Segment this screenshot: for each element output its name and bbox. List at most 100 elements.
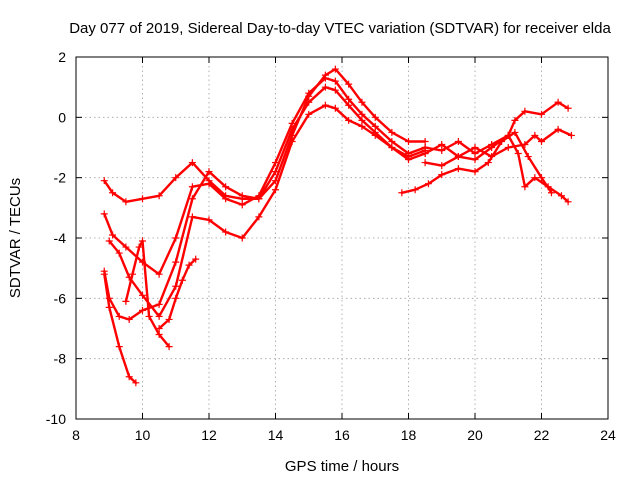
data-point — [205, 168, 213, 176]
series-line — [108, 104, 427, 318]
data-point — [139, 291, 146, 299]
data-point — [538, 137, 545, 145]
data-point — [305, 98, 313, 106]
data-point — [172, 258, 180, 266]
x-tick-label: 22 — [534, 427, 550, 443]
data-point — [438, 162, 446, 170]
data-point — [321, 101, 329, 109]
data-point — [371, 113, 379, 121]
data-point — [125, 373, 133, 381]
y-tick-label: -6 — [54, 290, 67, 306]
data-point — [122, 198, 130, 206]
data-point — [557, 192, 565, 200]
data-point — [122, 243, 130, 251]
data-point — [421, 144, 429, 151]
data-point — [172, 294, 180, 302]
data-point — [405, 156, 412, 164]
data-point — [222, 183, 230, 191]
data-point — [438, 140, 446, 148]
data-point — [345, 80, 353, 88]
data-point — [165, 343, 173, 351]
data-point — [471, 150, 479, 158]
data-point — [165, 315, 173, 323]
data-point — [521, 183, 529, 191]
data-point — [454, 165, 462, 173]
series-track-2 — [100, 74, 429, 278]
data-point — [172, 282, 180, 290]
series-track-4 — [105, 101, 429, 320]
data-point — [388, 144, 396, 151]
data-point — [222, 195, 230, 203]
data-point — [178, 276, 186, 284]
data-point — [331, 86, 339, 94]
data-point — [564, 104, 572, 112]
data-point — [155, 325, 163, 332]
data-point — [471, 168, 479, 176]
data-point — [421, 150, 429, 158]
data-point — [272, 168, 279, 176]
data-point — [288, 125, 296, 133]
data-point — [105, 237, 113, 245]
data-point — [388, 128, 396, 136]
tick-labels: 8 10 12 14 16 18 20 22 24 -10 -8 -6 -4 -2 0 2 — [46, 49, 616, 443]
data-point — [471, 144, 479, 151]
data-point — [331, 77, 339, 85]
data-point — [331, 104, 339, 112]
y-tick-label: 0 — [58, 109, 66, 125]
data-point — [305, 89, 313, 97]
data-point — [504, 144, 512, 151]
data-point — [238, 234, 246, 242]
series-line — [400, 131, 553, 194]
data-point — [188, 159, 196, 167]
series-track-10 — [421, 131, 572, 206]
x-tick-label: 10 — [135, 427, 151, 443]
series-line — [103, 67, 427, 203]
x-tick-label: 14 — [268, 427, 284, 443]
data-point — [421, 159, 429, 167]
data-point — [345, 116, 353, 124]
data-point — [405, 137, 412, 145]
data-point — [454, 153, 462, 161]
data-point — [205, 216, 213, 224]
data-point — [238, 201, 246, 209]
series-line — [423, 101, 570, 155]
data-point — [331, 65, 339, 73]
data-point — [188, 195, 196, 203]
data-point — [498, 137, 506, 145]
data-point — [139, 237, 146, 245]
data-point — [524, 153, 532, 161]
data-point — [438, 171, 446, 179]
data-point — [345, 95, 353, 103]
data-point — [321, 74, 329, 82]
series-line — [103, 76, 427, 276]
y-tick-label: -2 — [54, 170, 67, 186]
data-point — [272, 186, 279, 194]
data-point — [238, 192, 246, 200]
data-point — [531, 174, 539, 182]
data-point — [288, 137, 296, 145]
x-tick-label: 16 — [334, 427, 350, 443]
data-point — [554, 125, 562, 133]
data-point — [132, 379, 140, 387]
data-point — [454, 137, 462, 145]
data-point — [255, 213, 263, 221]
data-point — [125, 315, 133, 323]
data-point — [358, 98, 366, 106]
data-point — [205, 180, 213, 188]
data-point — [547, 189, 555, 197]
data-point — [115, 343, 123, 351]
data-point — [192, 255, 200, 263]
data-point — [100, 177, 108, 185]
y-tick-label: 2 — [58, 49, 66, 65]
data-point — [155, 331, 163, 339]
data-point — [398, 189, 406, 197]
data-point — [554, 98, 562, 106]
y-tick-label: -4 — [54, 230, 67, 246]
data-point — [531, 131, 539, 139]
data-point — [139, 195, 146, 203]
x-axis-title: GPS time / hours — [285, 458, 399, 475]
data-point — [109, 231, 117, 239]
x-tick-label: 18 — [401, 427, 417, 443]
plot-frame — [75, 56, 609, 420]
